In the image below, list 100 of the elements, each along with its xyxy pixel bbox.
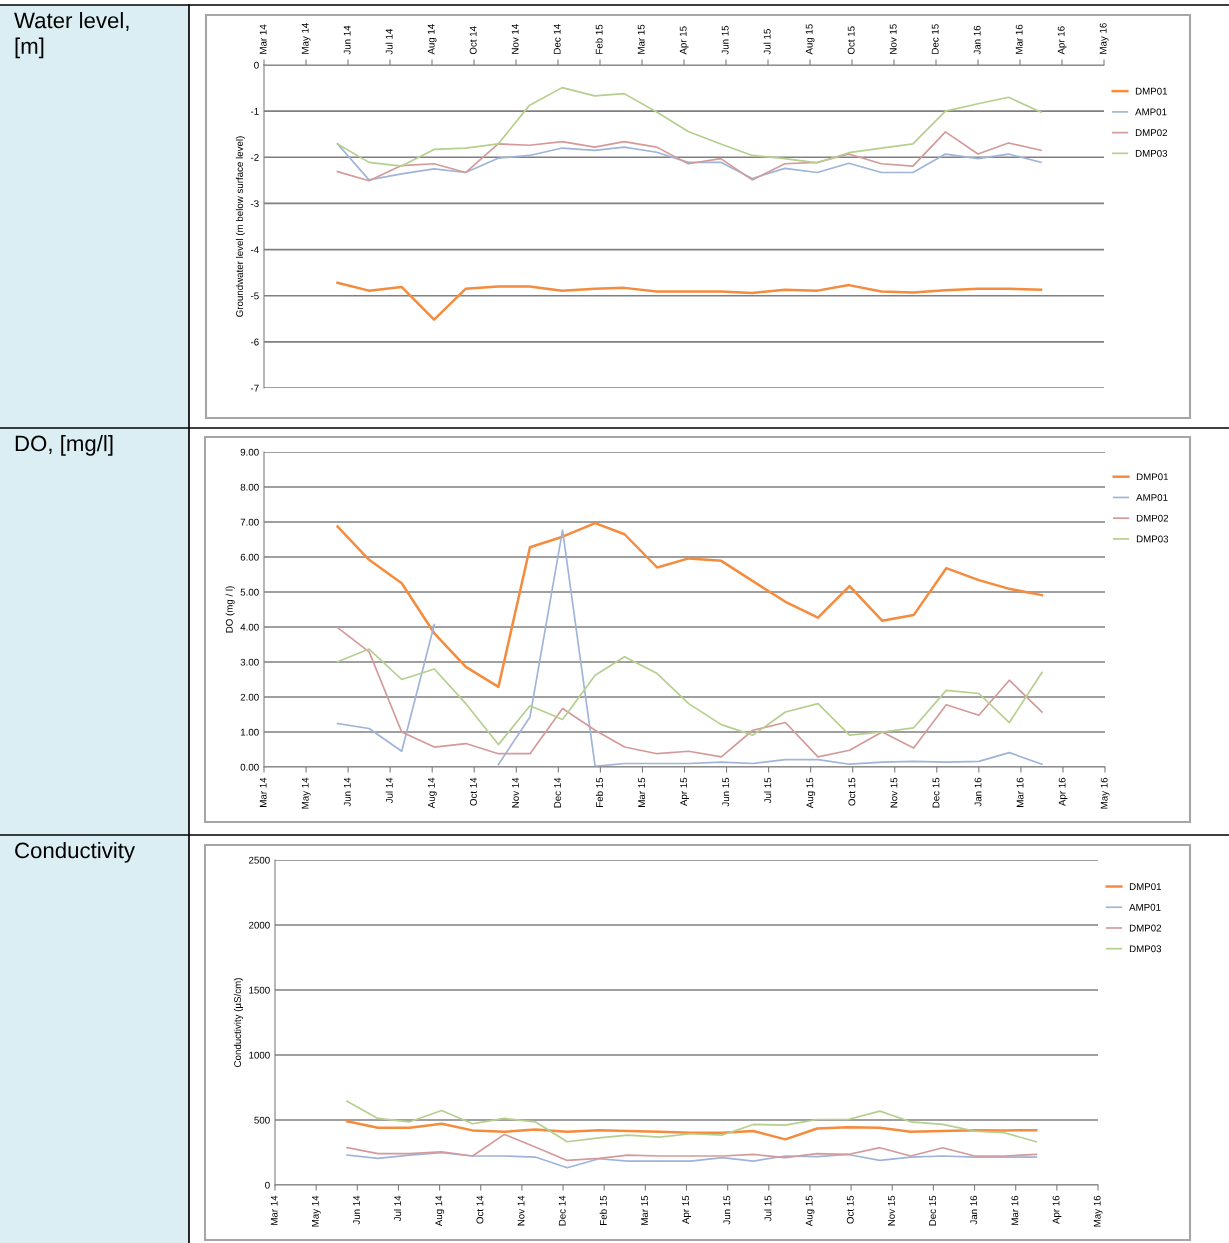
x-tick-label: Apr 16 bbox=[1052, 1195, 1062, 1225]
y-tick-label: 4.00 bbox=[240, 623, 259, 631]
x-tick-label: Jun 15 bbox=[722, 777, 730, 807]
x-tick-label: Aug 14 bbox=[427, 24, 437, 55]
y-tick-label: 1000 bbox=[249, 1051, 270, 1059]
x-tick-label: May 14 bbox=[301, 777, 311, 809]
x-tick-label: May 14 bbox=[301, 22, 311, 54]
x-tick-label: Mar 15 bbox=[638, 777, 646, 807]
x-tick-label: May 14 bbox=[311, 1195, 321, 1227]
x-tick-label: Dec 15 bbox=[931, 24, 939, 54]
x-tick-label: Nov 15 bbox=[889, 24, 897, 54]
line-series bbox=[336, 626, 1043, 758]
x-tick-label: Apr 16 bbox=[1057, 26, 1067, 55]
x-tick-label: Feb 15 bbox=[595, 777, 604, 807]
legend-label: DMP03 bbox=[1129, 945, 1162, 953]
x-tick-label: Dec 14 bbox=[553, 24, 561, 54]
x-tick-label: Mar 14 bbox=[259, 24, 267, 54]
legend-label: DMP03 bbox=[1136, 535, 1169, 543]
x-tick-label: May 16 bbox=[1093, 1195, 1103, 1227]
x-tick-label: Mar 16 bbox=[1011, 1195, 1019, 1225]
x-tick-label: Oct 14 bbox=[469, 26, 477, 55]
x-tick-label: Dec 14 bbox=[558, 1195, 566, 1226]
x-tick-label: Dec 15 bbox=[929, 1195, 937, 1226]
x-tick-label: Feb 15 bbox=[595, 24, 603, 54]
line-series bbox=[336, 648, 1043, 746]
x-tick-label: Mar 14 bbox=[270, 1195, 278, 1225]
y-tick-label: 7.00 bbox=[240, 518, 259, 526]
x-tick-label: Oct 15 bbox=[848, 777, 856, 806]
x-tick-label: Aug 15 bbox=[805, 1195, 815, 1227]
x-tick-label: Aug 15 bbox=[806, 777, 816, 809]
line-series bbox=[346, 1151, 1038, 1169]
x-tick-label: Jul 15 bbox=[764, 777, 772, 804]
y-tick-label: -7 bbox=[250, 384, 259, 392]
x-tick-label: Jan 16 bbox=[974, 777, 982, 807]
y-tick-label: 3.00 bbox=[240, 658, 259, 666]
x-tick-label: Jul 14 bbox=[385, 28, 393, 55]
x-tick-label: Mar 16 bbox=[1015, 24, 1023, 54]
x-tick-label: Aug 14 bbox=[428, 777, 437, 809]
legend-label: DMP01 bbox=[1136, 473, 1169, 481]
x-tick-label: Mar 16 bbox=[1016, 777, 1024, 807]
legend-label: DMP01 bbox=[1129, 883, 1162, 891]
x-tick-label: Jul 14 bbox=[393, 1195, 402, 1222]
y-tick-label: 0 bbox=[254, 61, 259, 69]
y-axis-title: Conductivity (µS/cm) bbox=[233, 978, 243, 1067]
x-tick-label: Jan 16 bbox=[970, 1195, 978, 1225]
y-tick-label: 9.00 bbox=[240, 448, 259, 456]
x-tick-label: Nov 14 bbox=[517, 1195, 525, 1226]
legend-label: AMP01 bbox=[1135, 108, 1167, 116]
legend-label: DMP02 bbox=[1129, 924, 1162, 932]
x-tick-label: Jul 15 bbox=[763, 29, 771, 55]
y-axis-title: Groundwater level (m below surface level) bbox=[235, 136, 245, 317]
x-tick-label: Jun 14 bbox=[353, 1195, 360, 1225]
text: Conductivity bbox=[15, 842, 135, 863]
line-series bbox=[336, 521, 1044, 689]
x-tick-label: Jun 14 bbox=[343, 777, 351, 807]
x-tick-label: Jul 15 bbox=[764, 1195, 772, 1222]
y-tick-label: -3 bbox=[250, 200, 259, 208]
x-tick-label: Dec 15 bbox=[932, 777, 940, 808]
y-tick-label: -1 bbox=[250, 107, 259, 115]
legend-label: DMP02 bbox=[1135, 129, 1168, 137]
y-tick-label: 5.00 bbox=[240, 588, 259, 596]
line-series bbox=[336, 86, 1042, 167]
x-tick-label: Jan 16 bbox=[973, 25, 981, 55]
x-tick-label: Jul 14 bbox=[385, 777, 393, 804]
y-tick-label: 2000 bbox=[249, 921, 270, 929]
x-tick-label: Aug 15 bbox=[805, 24, 815, 55]
line-series bbox=[346, 1133, 1038, 1162]
line-series bbox=[336, 143, 1042, 181]
x-tick-label: Apr 15 bbox=[679, 26, 689, 55]
x-tick-label: Jun 14 bbox=[343, 25, 351, 55]
x-tick-label: May 16 bbox=[1099, 23, 1109, 54]
x-tick-label: Mar 15 bbox=[641, 1195, 648, 1225]
x-tick-label: Mar 14 bbox=[259, 777, 267, 807]
text: Water level, [m] bbox=[14, 12, 129, 59]
y-tick-label: -2 bbox=[250, 154, 259, 161]
legend-label: DMP02 bbox=[1136, 514, 1169, 522]
y-tick-label: 1.00 bbox=[240, 728, 259, 736]
y-tick-label: 8.00 bbox=[240, 483, 259, 491]
x-tick-label: May 16 bbox=[1100, 777, 1110, 809]
x-tick-label: Nov 14 bbox=[511, 24, 519, 54]
line-series bbox=[336, 281, 1043, 321]
legend-label: DMP03 bbox=[1135, 149, 1168, 157]
x-tick-label: Oct 14 bbox=[476, 1195, 484, 1224]
x-tick-label: Aug 14 bbox=[435, 1195, 445, 1227]
y-tick-label: 0.00 bbox=[240, 763, 259, 771]
y-tick-label: 6.00 bbox=[240, 553, 259, 561]
y-axis-title: DO (mg / l) bbox=[225, 586, 235, 633]
x-tick-label: Apr 15 bbox=[680, 777, 690, 807]
y-tick-label: 2500 bbox=[249, 856, 270, 864]
y-tick-label: 1500 bbox=[249, 986, 270, 994]
x-tick-label: Oct 15 bbox=[846, 1195, 854, 1224]
x-tick-label: Oct 15 bbox=[847, 26, 855, 55]
legend-label: DMP01 bbox=[1135, 87, 1168, 95]
line-series bbox=[336, 131, 1042, 182]
x-tick-label: Feb 15 bbox=[599, 1195, 607, 1225]
x-tick-label: Jun 15 bbox=[723, 1195, 731, 1225]
x-tick-label: Apr 15 bbox=[682, 1195, 692, 1225]
legend-label: AMP01 bbox=[1136, 494, 1168, 501]
legend-label: AMP01 bbox=[1129, 903, 1161, 911]
x-tick-label: Oct 14 bbox=[469, 777, 477, 806]
